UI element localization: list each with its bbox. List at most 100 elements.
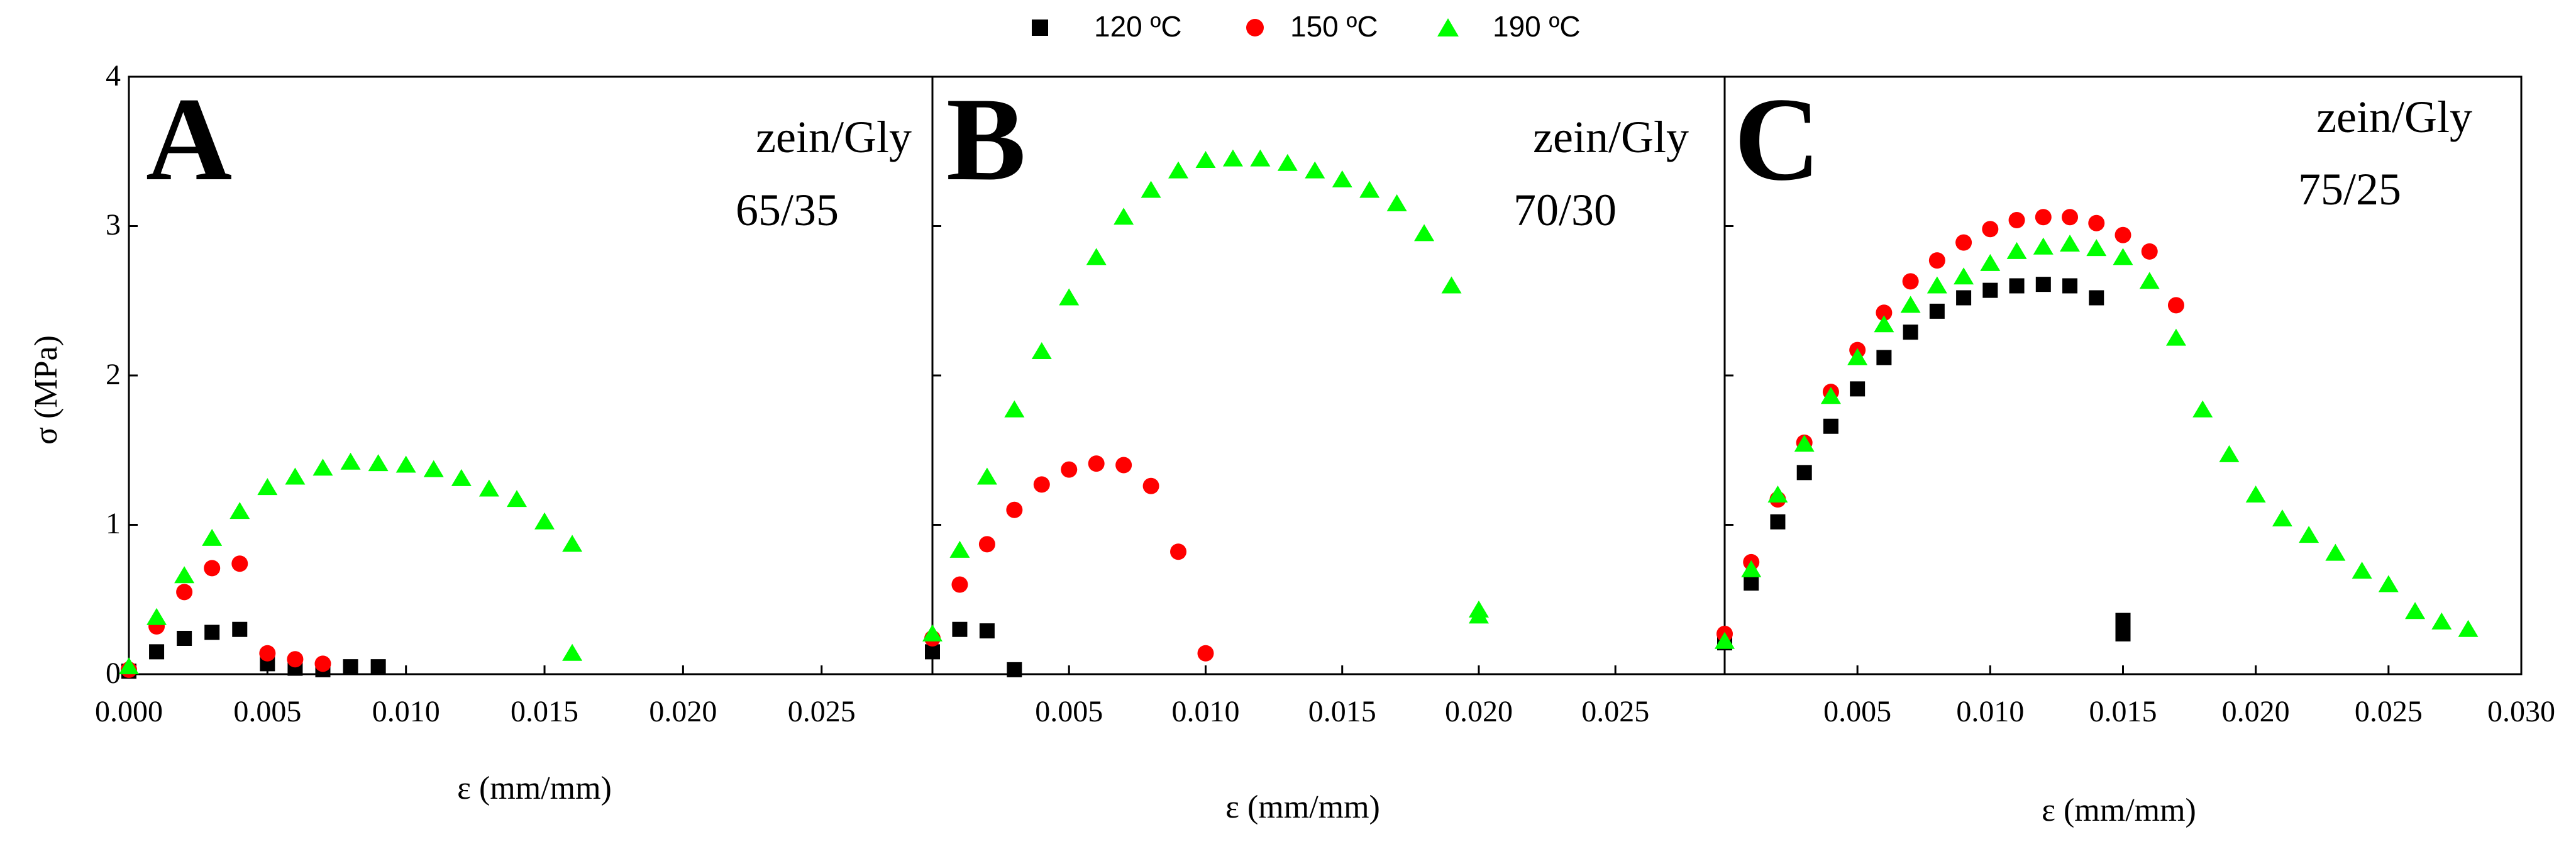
data-point-120c — [979, 623, 995, 639]
data-point-120c — [952, 621, 968, 637]
data-point-150c — [951, 576, 968, 593]
legend-label-150: 150 ºC — [1290, 10, 1378, 43]
data-point-120c — [1956, 290, 1972, 306]
data-point-190c — [2458, 619, 2479, 637]
data-point-150c — [1955, 234, 1972, 251]
legend-label-120: 120 ºC — [1094, 10, 1182, 43]
data-point-190c — [2086, 239, 2107, 257]
data-point-190c — [1468, 606, 1489, 624]
data-point-120c — [1007, 662, 1022, 677]
data-point-190c — [562, 643, 583, 661]
data-point-190c — [1004, 400, 1025, 418]
x-tick-label: 0.025 — [788, 695, 856, 728]
data-point-190c — [2378, 575, 2399, 592]
legend: 120 ºC 150 ºC 190 ºC — [1032, 10, 1581, 43]
data-point-190c — [976, 467, 997, 485]
data-point-150c — [1902, 273, 1919, 290]
legend-label-190: 190 ºC — [1493, 10, 1581, 43]
data-point-190c — [562, 535, 583, 552]
data-point-190c — [2033, 237, 2054, 255]
data-point-190c — [174, 566, 195, 584]
data-point-150c — [1197, 645, 1214, 662]
x-tick-label: 0.020 — [2222, 695, 2290, 728]
data-point-190c — [2113, 248, 2133, 265]
data-point-120c — [2009, 278, 2025, 294]
data-point-190c — [119, 657, 139, 675]
data-point-150c — [2062, 209, 2079, 226]
data-point-120c — [2115, 613, 2131, 628]
y-tick-labels: 0 1 2 3 4 — [106, 59, 121, 690]
data-point-190c — [340, 452, 361, 470]
data-point-190c — [1332, 170, 1352, 187]
x-tick-label: 0.015 — [2089, 695, 2157, 728]
data-point-190c — [1926, 276, 1947, 294]
data-point-150c — [2008, 212, 2025, 228]
y-axis-title: σ (MPa) — [28, 335, 64, 445]
data-point-120c — [1929, 303, 1945, 319]
data-point-190c — [395, 455, 416, 473]
panel-letter: A — [146, 74, 232, 206]
data-point-150c — [2088, 214, 2105, 231]
x-tick-label: 0.030 — [2487, 695, 2555, 728]
data-point-120c — [2089, 290, 2104, 306]
data-point-150c — [1006, 501, 1023, 518]
data-point-150c — [1876, 304, 1893, 321]
data-point-190c — [2245, 486, 2266, 503]
x-tick-label: 0.005 — [1035, 695, 1103, 728]
data-point-190c — [2060, 235, 2081, 252]
legend-marker-120 — [1032, 19, 1048, 36]
data-point-120c — [370, 659, 386, 675]
data-point-190c — [1277, 153, 1298, 171]
panel-annotation-line-2: 65/35 — [736, 185, 839, 235]
data-point-150c — [2141, 243, 2158, 260]
data-point-120c — [149, 644, 165, 660]
data-point-190c — [922, 624, 943, 641]
x-tick-label: 0.020 — [649, 695, 717, 728]
data-point-190c — [202, 528, 223, 546]
data-point-150c — [1928, 252, 1945, 269]
data-point-190c — [949, 540, 970, 558]
x-tick-label: 0.005 — [1823, 695, 1891, 728]
data-point-190c — [1414, 224, 1435, 242]
data-point-190c — [1168, 161, 1189, 179]
data-point-190c — [1086, 248, 1107, 265]
data-point-120c — [2062, 278, 2078, 294]
data-point-120c — [2035, 277, 2051, 292]
data-point-190c — [1250, 149, 1271, 167]
data-point-190c — [1980, 253, 2001, 271]
data-point-190c — [1359, 180, 1380, 198]
data-point-190c — [368, 454, 389, 472]
x-tick-label: 0.010 — [372, 695, 440, 728]
plot-frame — [931, 75, 1726, 675]
y-tick-label: 2 — [106, 358, 121, 391]
legend-marker-150 — [1246, 19, 1264, 36]
x-tick-label: 0.025 — [1581, 695, 1649, 728]
data-point-190c — [451, 469, 472, 486]
panel-annotation-line-2: 70/30 — [1513, 185, 1617, 235]
data-point-190c — [2165, 328, 2186, 346]
data-point-120c — [1982, 282, 1998, 298]
x-tick-label: 0.000 — [95, 695, 163, 728]
data-point-190c — [1954, 267, 1974, 285]
x-tick-label: 0.015 — [1308, 695, 1376, 728]
data-point-190c — [2139, 272, 2160, 289]
data-point-150c — [287, 651, 304, 668]
data-point-120c — [177, 631, 192, 646]
x-axis-title: ε (mm/mm) — [1225, 789, 1380, 825]
plot-frame — [1723, 75, 2523, 675]
data-point-150c — [259, 645, 276, 662]
data-point-150c — [204, 560, 221, 577]
data-point-190c — [285, 467, 306, 485]
data-point-120c — [1770, 514, 1786, 530]
plot-frame — [128, 75, 934, 675]
data-point-150c — [314, 655, 331, 672]
data-point-120c — [1876, 350, 1892, 365]
panel-letter: B — [946, 74, 1026, 206]
y-tick-label: 3 — [106, 208, 121, 242]
x-tick-label: 0.025 — [2355, 695, 2423, 728]
data-point-190c — [1741, 560, 1762, 577]
data-point-190c — [1441, 276, 1462, 294]
data-point-190c — [1900, 296, 1921, 313]
data-point-190c — [1820, 387, 1841, 404]
data-point-150c — [2114, 226, 2131, 243]
